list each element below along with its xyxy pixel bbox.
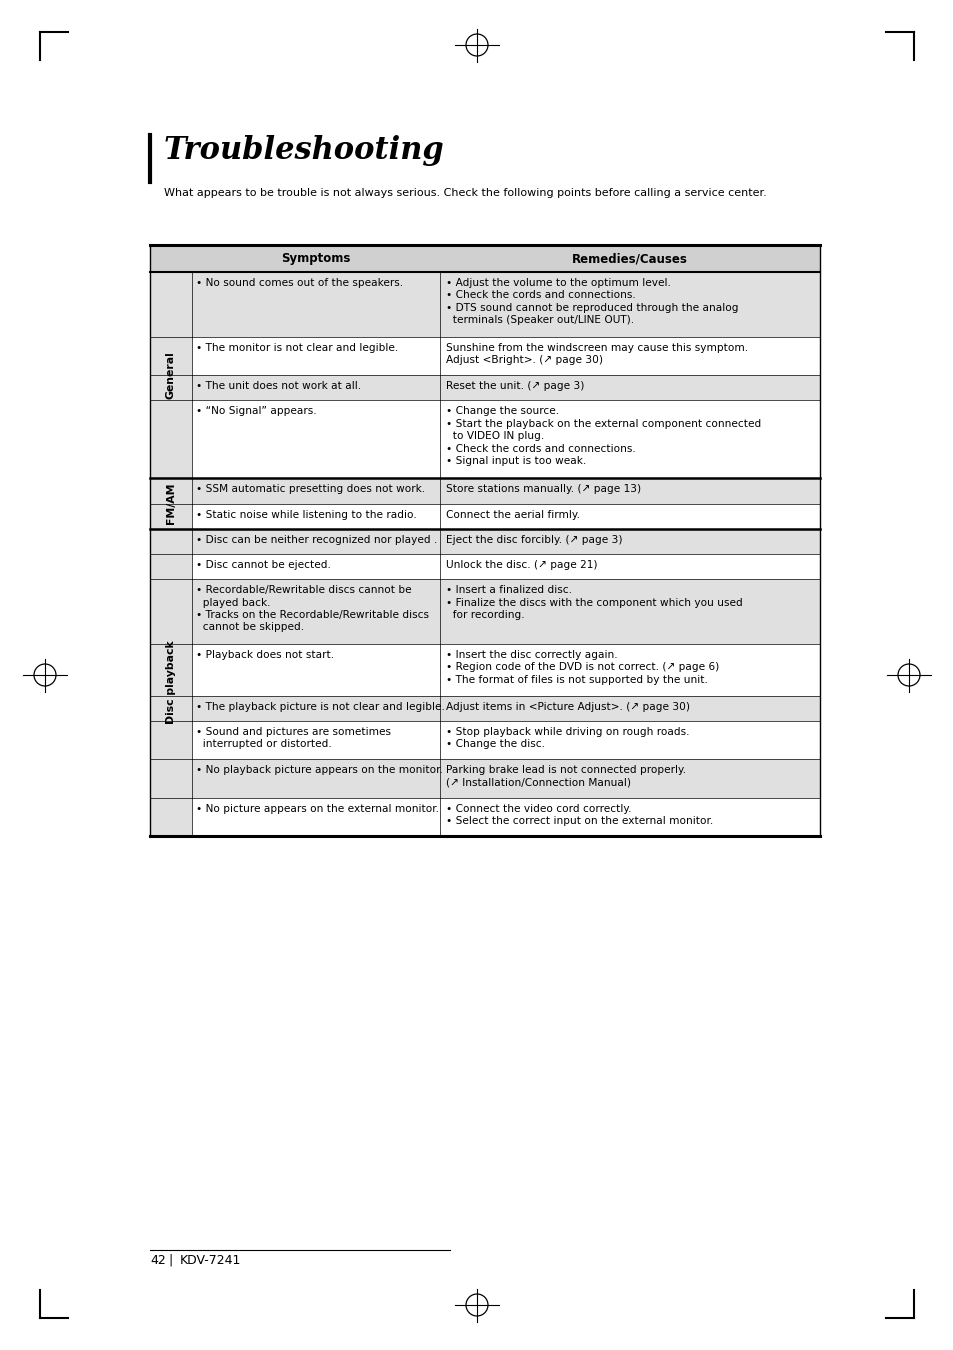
Text: • SSM automatic presetting does not work.: • SSM automatic presetting does not work…	[195, 485, 425, 494]
Bar	[192, 579, 439, 644]
Bar	[192, 504, 439, 529]
Bar	[439, 478, 820, 504]
Bar	[150, 759, 192, 798]
Bar	[192, 644, 439, 695]
Bar	[439, 759, 820, 798]
Bar	[150, 271, 192, 336]
Bar	[150, 529, 192, 554]
Text: • Insert a finalized disc.
• Finalize the discs with the component which you use: • Insert a finalized disc. • Finalize th…	[446, 585, 742, 620]
Text: Troubleshooting: Troubleshooting	[164, 135, 444, 166]
Text: • Recordable/Rewritable discs cannot be
  played back.
• Tracks on the Recordabl: • Recordable/Rewritable discs cannot be …	[195, 585, 429, 632]
Text: • The unit does not work at all.: • The unit does not work at all.	[195, 381, 361, 392]
Bar	[192, 271, 439, 336]
Bar	[150, 579, 192, 644]
Bar	[192, 375, 439, 401]
Text: Eject the disc forcibly. (↗ page 3): Eject the disc forcibly. (↗ page 3)	[446, 535, 622, 545]
Bar	[192, 478, 439, 504]
Text: Disc playback: Disc playback	[166, 641, 175, 724]
Bar	[439, 375, 820, 401]
Bar	[439, 798, 820, 836]
Text: Sunshine from the windscreen may cause this symptom.
Adjust <Bright>. (↗ page 30: Sunshine from the windscreen may cause t…	[446, 343, 747, 366]
Text: • Connect the video cord correctly.
• Select the correct input on the external m: • Connect the video cord correctly. • Se…	[446, 803, 713, 826]
Bar	[150, 244, 820, 271]
Bar	[192, 798, 439, 836]
Bar	[192, 336, 439, 375]
Text: What appears to be trouble is not always serious. Check the following points bef: What appears to be trouble is not always…	[164, 188, 766, 198]
Text: • Stop playback while driving on rough roads.
• Change the disc.: • Stop playback while driving on rough r…	[446, 726, 689, 749]
Text: Parking brake lead is not connected properly.
(↗ Installation/Connection Manual): Parking brake lead is not connected prop…	[446, 765, 685, 787]
Bar	[192, 721, 439, 759]
Text: • No picture appears on the external monitor.: • No picture appears on the external mon…	[195, 803, 438, 814]
Bar	[150, 721, 192, 759]
Text: • Static noise while listening to the radio.: • Static noise while listening to the ra…	[195, 509, 416, 520]
Text: Unlock the disc. (↗ page 21): Unlock the disc. (↗ page 21)	[446, 560, 597, 570]
Bar	[150, 798, 192, 836]
Bar	[150, 375, 192, 401]
Text: • Change the source.
• Start the playback on the external component connected
  : • Change the source. • Start the playbac…	[446, 406, 760, 466]
Bar	[150, 401, 192, 478]
Text: • Sound and pictures are sometimes
  interrupted or distorted.: • Sound and pictures are sometimes inter…	[195, 726, 391, 749]
Bar	[439, 401, 820, 478]
Text: • No sound comes out of the speakers.: • No sound comes out of the speakers.	[195, 278, 403, 288]
Text: • The playback picture is not clear and legible.: • The playback picture is not clear and …	[195, 702, 444, 711]
Text: • No playback picture appears on the monitor.: • No playback picture appears on the mon…	[195, 765, 442, 775]
Bar	[192, 759, 439, 798]
Bar	[192, 529, 439, 554]
Bar	[439, 529, 820, 554]
Text: • “No Signal” appears.: • “No Signal” appears.	[195, 406, 316, 416]
Bar	[150, 478, 192, 504]
Text: Remedies/Causes: Remedies/Causes	[572, 252, 687, 265]
Text: Reset the unit. (↗ page 3): Reset the unit. (↗ page 3)	[446, 381, 584, 392]
Text: Adjust items in <Picture Adjust>. (↗ page 30): Adjust items in <Picture Adjust>. (↗ pag…	[446, 702, 689, 711]
Bar	[439, 504, 820, 529]
Text: Symptoms: Symptoms	[281, 252, 351, 265]
Bar	[150, 336, 192, 375]
Bar	[439, 554, 820, 579]
Text: KDV-7241: KDV-7241	[180, 1254, 241, 1266]
Text: • Disc can be neither recognized nor played .: • Disc can be neither recognized nor pla…	[195, 535, 436, 545]
Text: • Disc cannot be ejected.: • Disc cannot be ejected.	[195, 560, 331, 570]
Text: FM/AM: FM/AM	[166, 483, 175, 524]
Bar	[192, 554, 439, 579]
Text: 42: 42	[150, 1254, 166, 1266]
Bar	[150, 554, 192, 579]
Bar	[150, 644, 192, 695]
Text: • The monitor is not clear and legible.: • The monitor is not clear and legible.	[195, 343, 397, 352]
Bar	[439, 644, 820, 695]
Bar	[150, 695, 192, 721]
Bar	[439, 336, 820, 375]
Bar	[439, 721, 820, 759]
Text: Connect the aerial firmly.: Connect the aerial firmly.	[446, 509, 579, 520]
Text: General: General	[166, 351, 175, 400]
Bar	[439, 271, 820, 336]
Text: • Insert the disc correctly again.
• Region code of the DVD is not correct. (↗ p: • Insert the disc correctly again. • Reg…	[446, 649, 719, 684]
Bar	[439, 579, 820, 644]
Bar	[150, 504, 192, 529]
Bar	[439, 695, 820, 721]
Text: |: |	[168, 1254, 172, 1266]
Text: Store stations manually. (↗ page 13): Store stations manually. (↗ page 13)	[446, 485, 640, 494]
Text: • Adjust the volume to the optimum level.
• Check the cords and connections.
• D: • Adjust the volume to the optimum level…	[446, 278, 738, 325]
Bar	[192, 401, 439, 478]
Bar	[192, 695, 439, 721]
Text: • Playback does not start.: • Playback does not start.	[195, 649, 334, 660]
